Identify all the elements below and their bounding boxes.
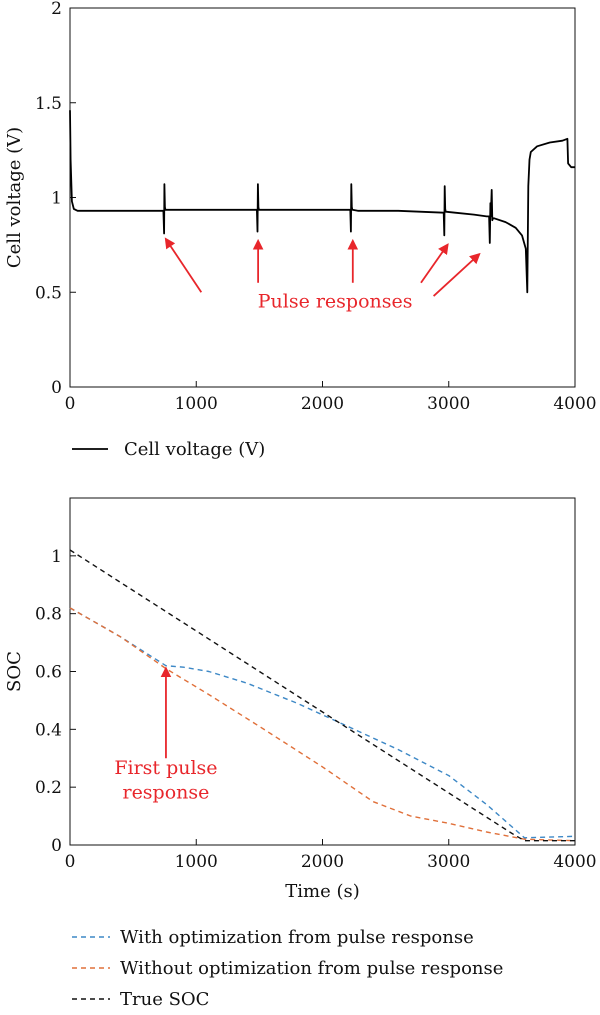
y-tick-label: 1	[51, 189, 62, 209]
soc-legend: With optimization from pulse response Wit…	[72, 927, 503, 1010]
legend-label: True SOC	[120, 989, 209, 1010]
plot-frame	[69, 7, 576, 388]
y-tick-label: 0.5	[35, 283, 62, 303]
annotation-arrow	[432, 252, 481, 297]
x-tick-label: 3000	[427, 394, 470, 414]
x-tick-label: 3000	[427, 852, 470, 872]
soc-chart: 0 1000 2000 3000 4000 0 0.2 0.4 0.6 0.8 1 SOC Time (…	[4, 497, 597, 902]
x-tick-label: 2000	[301, 394, 344, 414]
y-tick-label: 1	[51, 547, 62, 567]
annotation-arrow	[420, 243, 449, 284]
series-line-2	[69, 607, 576, 842]
y-tick-label: 0.8	[35, 605, 62, 625]
annotation-text: First pulse	[114, 757, 217, 779]
series-line-1	[69, 607, 576, 839]
series-line-1	[69, 110, 575, 294]
x-tick-label: 1000	[175, 852, 218, 872]
x-tick-label: 4000	[553, 852, 596, 872]
y-tick-label: 0.6	[35, 663, 62, 683]
series-line-3	[69, 549, 575, 842]
y-axis-label: Cell voltage (V)	[4, 127, 25, 268]
y-tick-label: 2	[51, 0, 62, 19]
y-axis-label: SOC	[4, 651, 25, 692]
y-tick-label: 0.4	[35, 720, 62, 740]
x-tick-label: 0	[65, 394, 76, 414]
y-tick-label: 0	[51, 836, 62, 856]
legend-label: With optimization from pulse response	[120, 927, 474, 948]
annotation-arrow	[164, 237, 203, 293]
annotation-text: Pulse responses	[258, 290, 413, 312]
legend-label: Without optimization from pulse response	[120, 958, 503, 979]
x-axis-label: Time (s)	[285, 881, 360, 902]
x-tick-label: 1000	[175, 394, 218, 414]
cell-voltage-chart: 0 1000 2000 3000 4000 0 0.5 1 1.5 2 Cell voltage (…	[4, 0, 597, 414]
y-tick-label: 0	[51, 378, 62, 398]
y-tick-label: 0.2	[35, 778, 62, 798]
x-tick-label: 2000	[301, 852, 344, 872]
x-tick-label: 0	[65, 852, 76, 872]
cell-voltage-legend: Cell voltage (V)	[72, 439, 265, 460]
y-tick-label: 1.5	[35, 94, 62, 114]
legend-label: Cell voltage (V)	[124, 439, 265, 460]
annotation-text: response	[122, 782, 209, 804]
x-tick-label: 4000	[553, 394, 596, 414]
